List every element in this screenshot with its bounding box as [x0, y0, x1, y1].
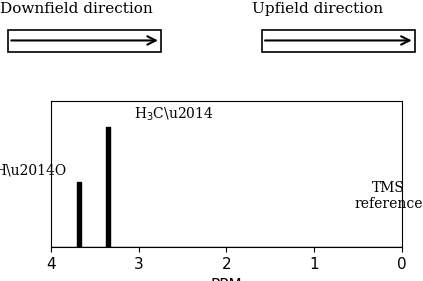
Text: H\u2014O: H\u2014O	[0, 163, 66, 177]
Text: TMS
reference: TMS reference	[354, 181, 423, 211]
X-axis label: PPM: PPM	[211, 278, 242, 281]
Text: H$_3$C\u2014: H$_3$C\u2014	[134, 106, 214, 123]
Text: Downfield direction: Downfield direction	[0, 2, 153, 16]
Text: Upfield direction: Upfield direction	[252, 2, 383, 16]
